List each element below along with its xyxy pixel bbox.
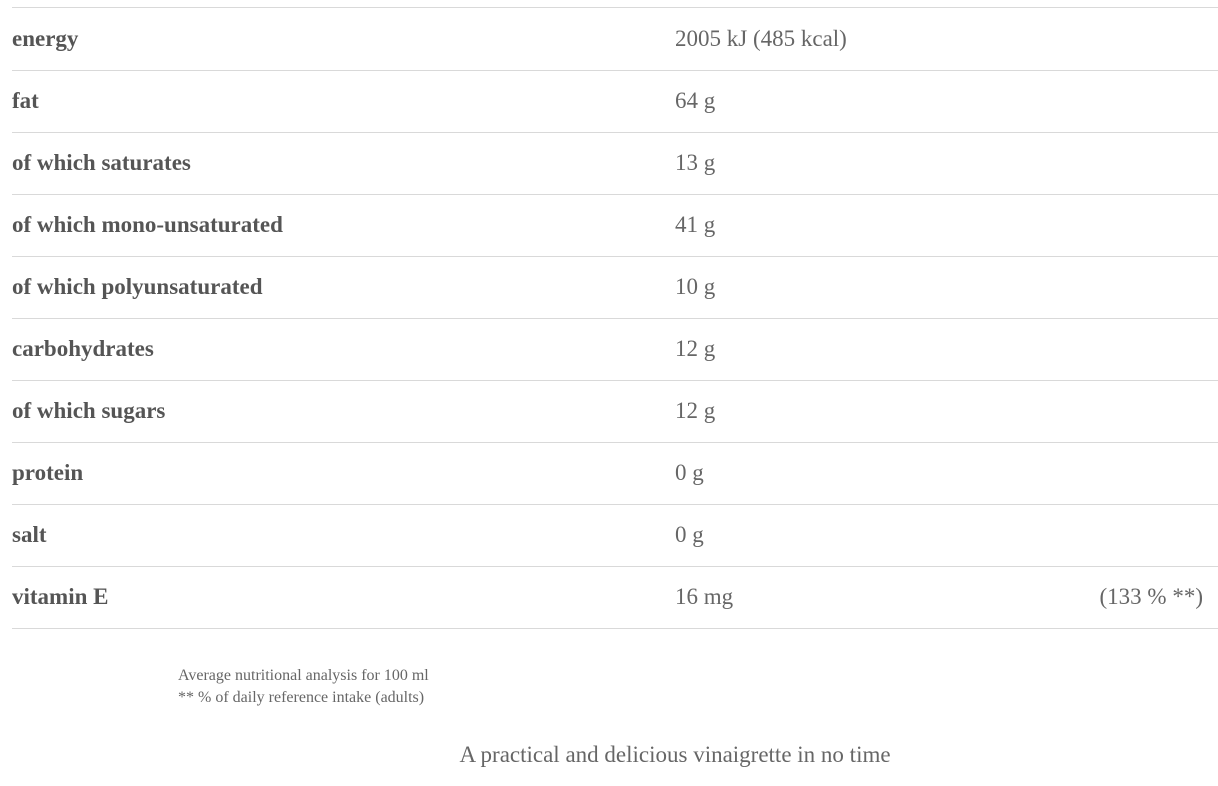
- nutrient-label: vitamin E: [12, 584, 109, 609]
- table-row: protein 0 g: [12, 442, 1218, 505]
- table-row: of which sugars 12 g: [12, 380, 1218, 443]
- nutrient-value: 0 g: [675, 522, 704, 547]
- nutrient-label: energy: [12, 26, 79, 51]
- table-row: salt 0 g: [12, 504, 1218, 567]
- nutrient-label: of which polyunsaturated: [12, 274, 263, 299]
- footnote: Average nutritional analysis for 100 ml: [178, 667, 429, 684]
- table-row: of which saturates 13 g: [12, 132, 1218, 195]
- table-row: of which mono-unsaturated 41 g: [12, 194, 1218, 257]
- nutrient-value: 16 mg: [675, 584, 734, 609]
- nutrient-label: of which mono-unsaturated: [12, 212, 283, 237]
- table-top-rule: [12, 7, 1218, 8]
- tagline: A practical and delicious vinaigrette in…: [459, 742, 891, 767]
- table-row: fat 64 g: [12, 70, 1218, 133]
- footnote: ** % of daily reference intake (adults): [178, 689, 425, 706]
- table-row: of which polyunsaturated 10 g: [12, 256, 1218, 319]
- table-row: vitamin E 16 mg (133 % **): [12, 566, 1218, 629]
- nutrient-label: salt: [12, 522, 47, 547]
- nutrient-extra: (133 % **): [1099, 584, 1203, 609]
- nutrient-value: 0 g: [675, 460, 704, 485]
- nutrient-value: 12 g: [675, 398, 716, 423]
- nutrient-value: 64 g: [675, 88, 716, 113]
- nutrient-value: 12 g: [675, 336, 716, 361]
- nutrient-label: fat: [12, 88, 39, 113]
- table-row: energy 2005 kJ (485 kcal): [12, 8, 1218, 71]
- nutrient-label: of which sugars: [12, 398, 166, 423]
- nutrient-label: protein: [12, 460, 84, 485]
- nutrient-value: 2005 kJ (485 kcal): [675, 26, 847, 51]
- table-row: carbohydrates 12 g: [12, 318, 1218, 381]
- nutrient-value: 13 g: [675, 150, 716, 175]
- nutrient-value: 10 g: [675, 274, 716, 299]
- nutrient-label: of which saturates: [12, 150, 191, 175]
- nutrient-value: 41 g: [675, 212, 716, 237]
- nutrient-label: carbohydrates: [12, 336, 154, 361]
